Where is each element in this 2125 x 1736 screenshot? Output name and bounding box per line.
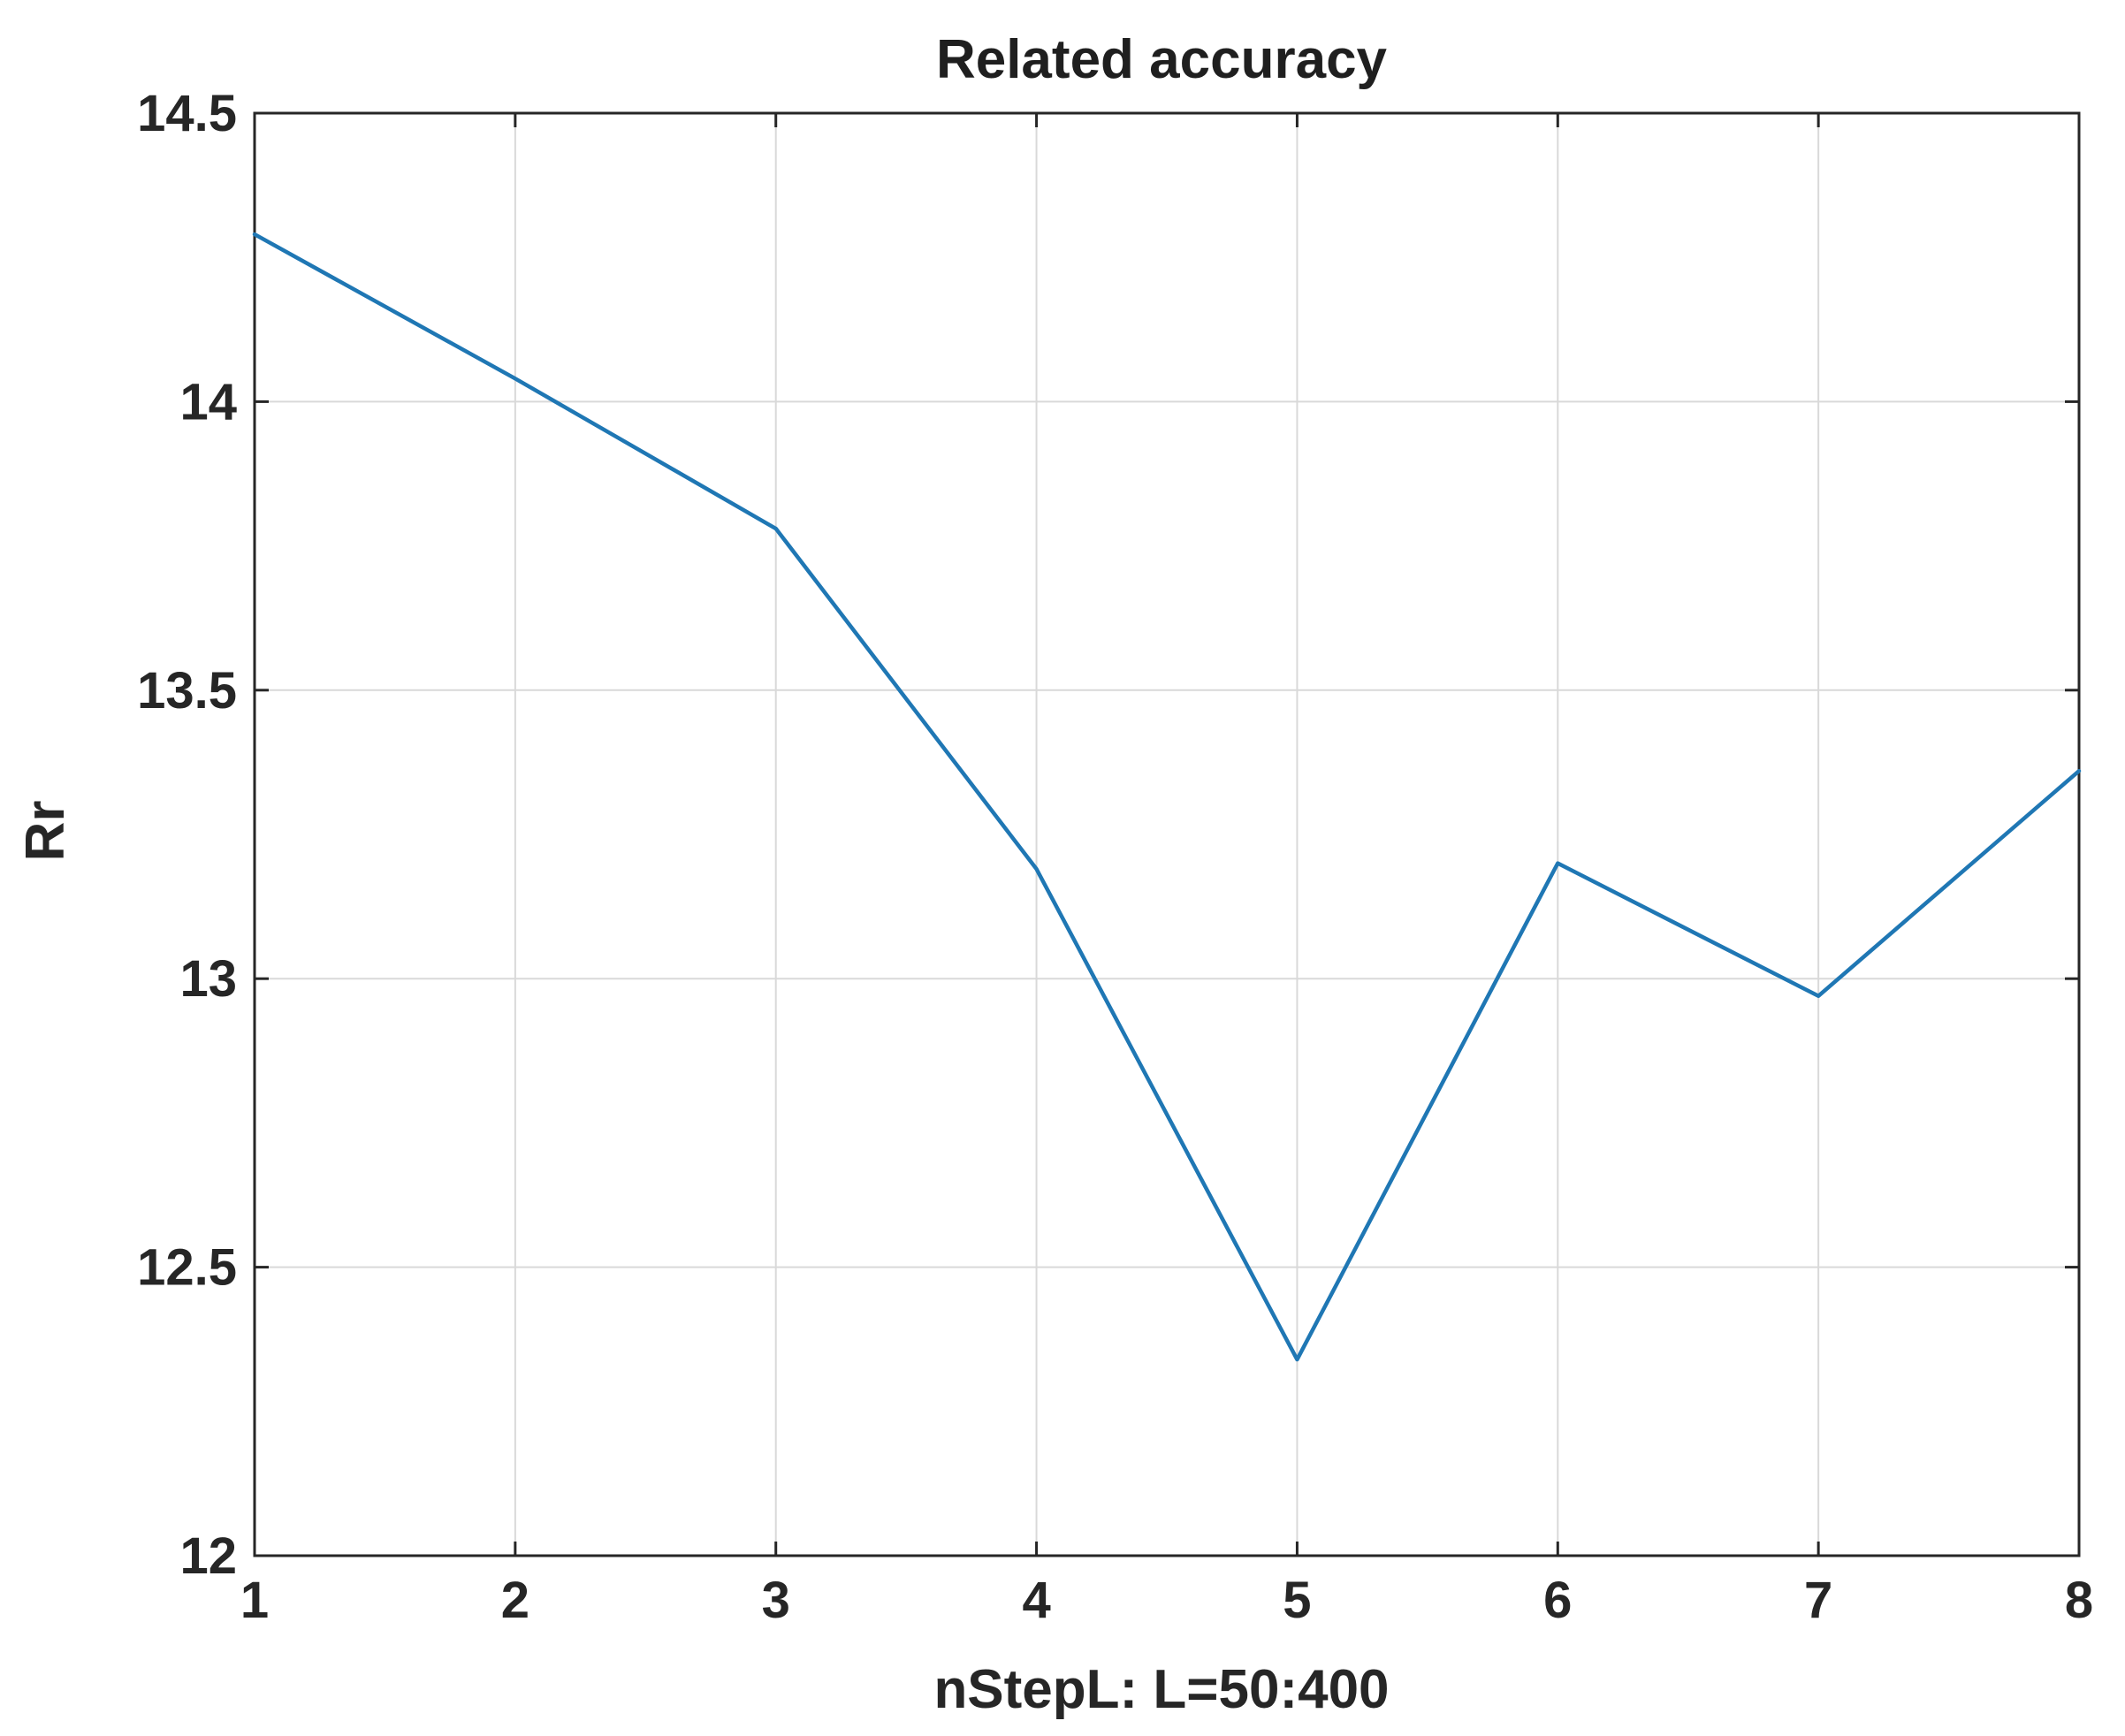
x-tick-label: 5 bbox=[1283, 1572, 1311, 1629]
x-tick-label: 3 bbox=[762, 1572, 790, 1629]
y-axis-label: Rr bbox=[15, 801, 76, 862]
y-tick-label: 13 bbox=[179, 950, 237, 1008]
y-tick-label: 12 bbox=[179, 1527, 237, 1585]
series-layer bbox=[252, 232, 2082, 1362]
x-tick-label: 1 bbox=[240, 1572, 269, 1629]
y-tick-label: 13.5 bbox=[137, 662, 237, 720]
x-tick-label: 2 bbox=[501, 1572, 529, 1629]
x-axis-label: nStepL: L=50:400 bbox=[933, 1659, 1389, 1720]
plot-area-frame bbox=[253, 111, 2081, 1557]
x-tick-label: 4 bbox=[1022, 1572, 1050, 1629]
x-tick-labels: 1 2 3 4 5 6 7 8 bbox=[240, 1572, 2093, 1629]
y-tick-label: 14 bbox=[179, 373, 237, 430]
y-tick-labels: 12 12.5 13 13.5 14 14.5 bbox=[137, 85, 237, 1585]
series-line bbox=[252, 232, 2082, 1362]
x-tick-label: 6 bbox=[1543, 1572, 1572, 1629]
chart-title: Related accuracy bbox=[936, 29, 1388, 90]
axis-ticks bbox=[253, 111, 2081, 1557]
y-tick-label: 12.5 bbox=[137, 1239, 237, 1297]
y-tick-label: 14.5 bbox=[137, 85, 237, 142]
x-tick-label: 8 bbox=[2065, 1572, 2093, 1629]
x-tick-label: 7 bbox=[1804, 1572, 1832, 1629]
